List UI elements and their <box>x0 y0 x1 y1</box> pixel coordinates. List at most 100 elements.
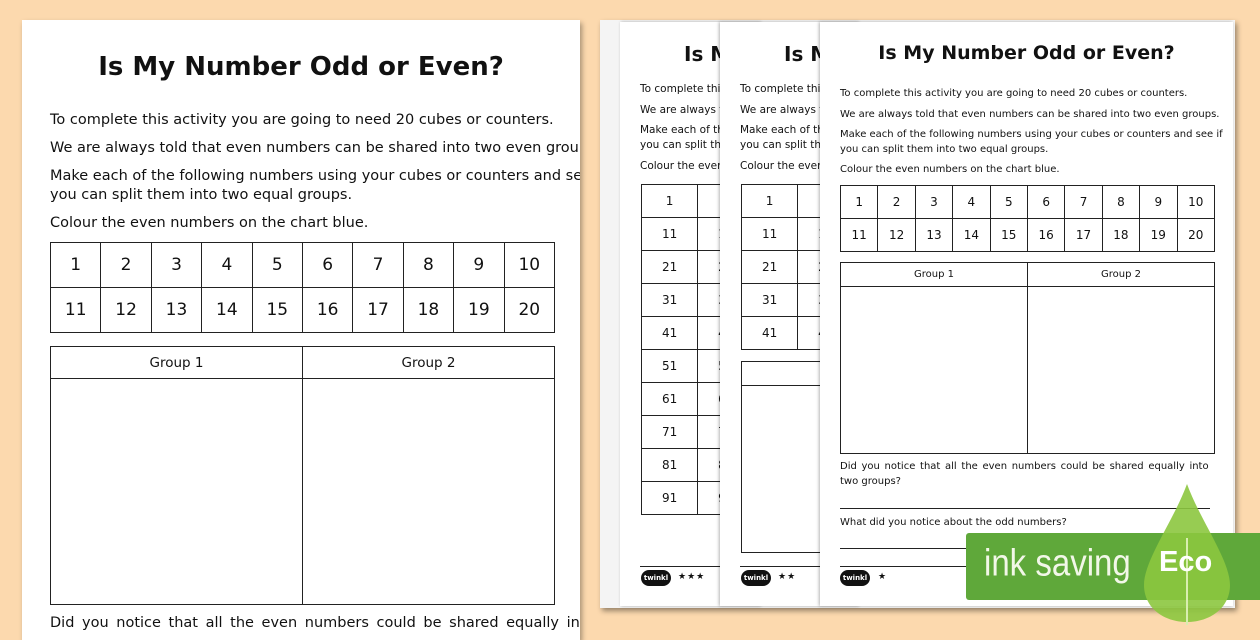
grid-cell: 14 <box>201 287 253 333</box>
group-1-header: Group 1 <box>840 262 1028 287</box>
grid-cell: 18 <box>1101 218 1141 252</box>
instruction-4: you can split th <box>640 139 722 151</box>
instruction-1: To complete this <box>640 83 726 95</box>
twinkl-logo: twinkl <box>840 570 870 586</box>
grid-cell: 15 <box>251 287 303 333</box>
twinkl-logo: twinkl <box>741 570 771 586</box>
page-title: Is My Number Odd or Even? <box>98 52 504 82</box>
number-grid: 1 2 3 4 5 6 7 8 9 10 11 12 13 14 15 16 17 18 19 20 <box>839 185 1216 252</box>
number-grid: 1 2 3 4 5 6 7 8 9 10 11 12 13 14 15 16 17 18 19 20 <box>49 242 556 333</box>
instruction-2: We are always t <box>640 104 724 116</box>
instruction-2: We are always t <box>740 104 824 116</box>
instruction-3: Make each of th <box>740 124 824 136</box>
grid-cell: 14 <box>952 218 991 252</box>
group-1-area <box>50 378 303 605</box>
grid-cell: 51 <box>640 349 699 383</box>
grid-cell: 18 <box>402 287 455 333</box>
grid-cell: 8 <box>402 242 455 288</box>
grid-cell: 81 <box>640 448 699 482</box>
grid-cell: 16 <box>1026 218 1066 252</box>
group-1-header: Group 1 <box>50 346 303 379</box>
grid-cell: 91 <box>640 481 699 515</box>
instruction-5: Colour the even <box>740 160 824 172</box>
grid-cell: 31 <box>640 283 699 317</box>
grid-cell: 12 <box>100 287 152 333</box>
question-1: Did you notice that all the even numbers… <box>840 461 1209 472</box>
grid-cell: 7 <box>352 242 404 288</box>
answer-line-1 <box>840 508 1210 509</box>
grid-cell: 1 <box>740 184 799 218</box>
grid-cell: 17 <box>1064 218 1103 252</box>
footer-line <box>640 566 760 567</box>
grid-cell: 1 <box>640 184 699 218</box>
page-title: Is My Number Odd or Even? <box>878 42 1175 64</box>
instruction-5: Colour the even numbers on the chart blu… <box>50 215 369 231</box>
grid-cell: 21 <box>640 250 699 284</box>
grid-cell: 11 <box>49 287 102 333</box>
grid-cell: 19 <box>453 287 505 333</box>
footer-line <box>740 566 860 567</box>
grid-row: 1 2 3 4 5 6 7 8 9 10 <box>49 242 556 288</box>
worksheet-preview-1star: Is My Number Odd or Even? To complete th… <box>820 22 1233 606</box>
grid-cell: 11 <box>740 217 799 251</box>
difficulty-stars: ★ <box>878 572 888 582</box>
instruction-5: Colour the even <box>640 160 724 172</box>
grid-cell: 1 <box>49 242 102 288</box>
grid-cell: 5 <box>251 242 303 288</box>
grid-cell: 6 <box>301 242 354 288</box>
grid-cell: 9 <box>453 242 505 288</box>
grid-cell: 2 <box>100 242 152 288</box>
grid-cell: 17 <box>352 287 404 333</box>
grid-row: 11 12 13 14 15 16 17 18 19 20 <box>839 218 1216 252</box>
grid-cell: 3 <box>150 242 203 288</box>
instruction-3: Make each of the following numbers using… <box>840 129 1223 140</box>
groups-table: Group 1 Group 2 <box>50 346 555 605</box>
instruction-1: To complete this activity you are going … <box>50 112 554 128</box>
grid-cell: 10 <box>1176 185 1216 219</box>
instruction-1: To complete this activity you are going … <box>840 88 1188 99</box>
instruction-4: you can split th <box>740 139 822 151</box>
instruction-4: you can split them into two equal groups… <box>840 144 1049 155</box>
badge-text: ink saving <box>984 541 1131 584</box>
eco-text: Eco <box>1159 546 1213 578</box>
grid-cell: 41 <box>640 316 699 350</box>
question-1-cont: two groups? <box>840 476 901 487</box>
grid-cell: 4 <box>952 185 991 219</box>
grid-row: 11 12 13 14 15 16 17 18 19 20 <box>49 287 556 333</box>
group-1-area <box>840 286 1028 454</box>
grid-cell: 8 <box>1101 185 1141 219</box>
instruction-3: Make each of the following numbers using… <box>50 168 580 184</box>
group-2-header: Group 2 <box>1027 262 1215 287</box>
instruction-5: Colour the even numbers on the chart blu… <box>840 164 1060 175</box>
group-2-area <box>1027 286 1215 454</box>
grid-row: 1 2 3 4 5 6 7 8 9 10 <box>839 185 1216 219</box>
question-1: Did you notice that all the even numbers… <box>50 615 580 631</box>
grid-cell: 11 <box>640 217 699 251</box>
leaf-drop-icon <box>1144 484 1230 625</box>
grid-cell: 21 <box>740 250 799 284</box>
group-2-area <box>302 378 555 605</box>
group-2-header: Group 2 <box>302 346 555 379</box>
instruction-2: We are always told that even numbers can… <box>840 109 1220 120</box>
grid-cell: 19 <box>1139 218 1178 252</box>
grid-cell: 5 <box>989 185 1028 219</box>
grid-cell: 15 <box>989 218 1028 252</box>
grid-cell: 41 <box>740 316 799 350</box>
difficulty-stars: ★★ <box>778 572 797 582</box>
difficulty-stars: ★★★ <box>678 572 706 582</box>
grid-cell: 61 <box>640 382 699 416</box>
grid-cell: 20 <box>503 287 556 333</box>
instruction-1: To complete this <box>740 83 826 95</box>
grid-cell: 2 <box>877 185 916 219</box>
grid-cell: 16 <box>301 287 354 333</box>
grid-cell: 1 <box>839 185 879 219</box>
twinkl-logo: twinkl <box>641 570 671 586</box>
grid-cell: 10 <box>503 242 556 288</box>
grid-cell: 6 <box>1026 185 1066 219</box>
grid-cell: 9 <box>1139 185 1178 219</box>
grid-cell: 4 <box>201 242 253 288</box>
grid-cell: 20 <box>1176 218 1216 252</box>
groups-table: Group 1 Group 2 <box>840 262 1215 454</box>
grid-cell: 12 <box>877 218 916 252</box>
grid-cell: 3 <box>914 185 954 219</box>
